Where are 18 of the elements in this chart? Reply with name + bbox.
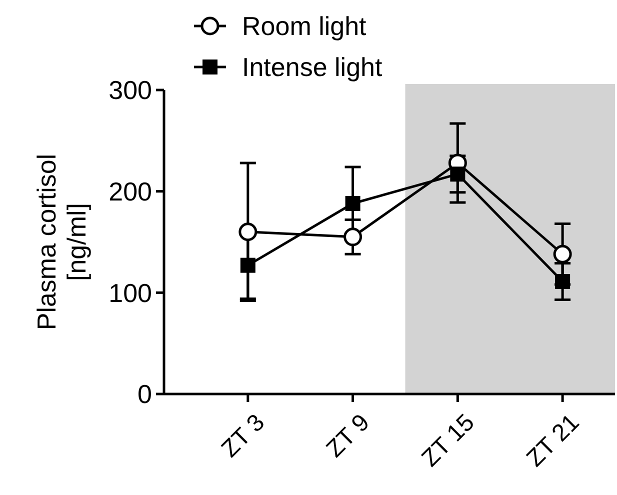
point <box>238 222 258 242</box>
y-tick-label: 200 <box>108 176 152 206</box>
x-tick-label: ZT 9 <box>321 409 375 463</box>
point <box>553 244 572 264</box>
point <box>555 274 570 290</box>
x-tick-label: ZT 21 <box>522 409 585 472</box>
point <box>240 258 256 273</box>
point <box>344 228 362 246</box>
point <box>345 196 360 211</box>
y-tick-label: 300 <box>108 75 152 106</box>
y-axis-title: Plasma cortisol [ng/ml] <box>32 154 92 330</box>
x-tick-label: ZT 3 <box>216 409 270 463</box>
point <box>450 166 466 182</box>
x-tick-label: ZT 15 <box>416 409 480 472</box>
y-tick-label: 100 <box>108 278 152 308</box>
legend-label: Intense light <box>242 52 383 82</box>
legend-label: Room light <box>242 11 368 42</box>
y-tick-label: 0 <box>138 379 152 410</box>
